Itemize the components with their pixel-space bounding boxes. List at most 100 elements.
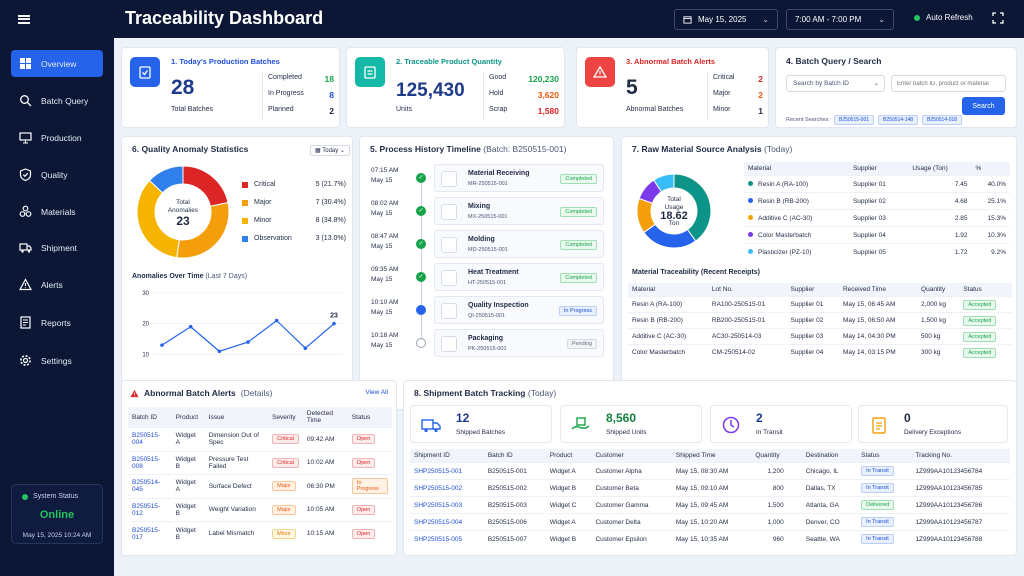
timeline-step[interactable]: Material Receiving MR-250515-001 Completed	[434, 164, 604, 192]
date-picker[interactable]: May 15, 2025 ⌄	[674, 9, 778, 30]
legend-item: Major 7 (30.4%)	[242, 199, 346, 206]
table-row[interactable]: SHP250515-002 B250515-002 Widget B Customer…	[410, 479, 1010, 497]
search-type-select[interactable]: Search by Batch ID ⌄	[786, 75, 885, 92]
legend-dot-icon	[748, 197, 753, 203]
column-header: Status	[347, 407, 392, 428]
hamburger-menu-icon[interactable]	[18, 14, 30, 24]
shipment-link[interactable]: SHP250515-001	[410, 462, 484, 480]
status-badge: Accepted	[963, 331, 997, 342]
status-badge: Accepted	[963, 347, 997, 358]
table-row[interactable]: B250515-004 Widget A Dimension Out of Spec…	[128, 427, 392, 451]
status-badge: Pending	[566, 339, 597, 349]
step-name: Packaging	[468, 335, 504, 342]
shipment-link[interactable]: SHP250515-005	[410, 530, 484, 548]
timeline-time: 10:18 AM May 15	[371, 332, 399, 349]
chevron-down-icon: ⌄	[762, 15, 769, 24]
table-row[interactable]: Resin B (RB-200) Supplier 02 4.68 25.1%	[744, 192, 1010, 210]
batch-link[interactable]: B250515-017	[128, 521, 172, 545]
table-row[interactable]: Plasticizer (PZ-10) Supplier 05 1.72 9.2%	[744, 243, 1010, 261]
shipment-link[interactable]: SHP250515-004	[410, 513, 484, 531]
step-code: MD-250515-001	[468, 247, 508, 253]
shipment-link[interactable]: SHP250515-002	[410, 479, 484, 497]
timeline-step[interactable]: Quality Inspection QI-250515-001 In Progre…	[434, 296, 604, 324]
step-code: PK-250515-001	[468, 346, 507, 352]
batch-link[interactable]: B250515-004	[128, 427, 172, 451]
table-row[interactable]: B250515-017 Widget B Label Mismatch Minor 10…	[128, 521, 392, 545]
table-row[interactable]: Additive C (AC-30) Supplier 03 2.85 15.3%	[744, 209, 1010, 227]
table-row[interactable]: Resin A (RA-100) RA100-250515-01 Supplier …	[628, 296, 1012, 313]
severity-badge: Critical	[272, 434, 299, 445]
truck-icon	[19, 243, 32, 253]
sidebar-item-alerts[interactable]: Alerts	[11, 271, 103, 298]
step-icon	[441, 171, 457, 187]
sidebar-item-label: Shipment	[41, 242, 77, 253]
sidebar-item-label: Reports	[41, 317, 71, 328]
gear-icon	[20, 355, 31, 366]
clock-icon	[722, 416, 740, 434]
sidebar-item-reports[interactable]: Reports	[11, 309, 103, 336]
time-range-picker[interactable]: 7:00 AM - 7:00 PM ⌄	[786, 9, 894, 30]
batch-link[interactable]: B250515-008	[128, 450, 172, 475]
legend-dot-icon	[748, 180, 753, 186]
sidebar-item-shipment[interactable]: Shipment	[11, 234, 103, 261]
sidebar-item-quality[interactable]: Quality	[11, 161, 103, 188]
step-name: Molding	[468, 236, 495, 243]
view-all-link[interactable]: View All	[365, 389, 388, 396]
table-row[interactable]: SHP250515-001 B250515-001 Widget A Customer…	[410, 462, 1010, 480]
sidebar-item-materials[interactable]: Materials	[11, 198, 103, 225]
kpi-row: Planned 2	[268, 106, 334, 116]
search-input[interactable]	[891, 75, 1006, 92]
donut-center: Total Anomalies 23	[167, 199, 199, 228]
y-tick-label: 20	[142, 322, 149, 328]
kpi-value: 5	[626, 76, 638, 99]
sidebar-item-production[interactable]: Production	[11, 124, 103, 151]
timeline-step[interactable]: Heat Treatment HT-250515-001 Completed	[434, 263, 604, 291]
table-row[interactable]: B250514-045 Widget A Surface Defect Major 06…	[128, 474, 392, 498]
receipts-title: Material Traceability (Recent Receipts)	[632, 269, 760, 276]
column-header: Supplier	[848, 162, 909, 176]
status-badge: Completed	[560, 207, 597, 217]
check-circle-icon: ✓	[416, 272, 426, 282]
table-row[interactable]: Resin A (RA-100) Supplier 01 7.45 40.0%	[744, 175, 1010, 193]
sidebar-item-batch-query[interactable]: Batch Query	[11, 87, 103, 114]
timeline-step[interactable]: Mixing MX-250515-001 Completed	[434, 197, 604, 225]
auto-refresh-toggle[interactable]: Auto Refresh	[914, 13, 973, 22]
table-row[interactable]: Color Masterbatch CM-250514-02 Supplier 04…	[628, 344, 1012, 361]
batch-link[interactable]: B250515-012	[128, 497, 172, 522]
table-row[interactable]: SHP250515-003 B250515-003 Widget C Customer…	[410, 496, 1010, 514]
date-value: May 15, 2025	[698, 15, 747, 24]
recent-search-chip[interactable]: B250514-018	[922, 115, 963, 125]
table-row[interactable]: B250515-008 Widget B Pressure Test Failed C…	[128, 450, 392, 475]
column-header: Detected Time	[302, 407, 348, 428]
table-row[interactable]: B250515-012 Widget B Weight Variation Major…	[128, 497, 392, 522]
legend-value: 8 (34.8%)	[315, 217, 346, 224]
batch-link[interactable]: B250514-045	[128, 474, 172, 498]
table-row[interactable]: Color Masterbatch Supplier 04 1.92 10.3%	[744, 226, 1010, 244]
shipment-link[interactable]: SHP250515-003	[410, 496, 484, 514]
table-row[interactable]: Resin B (RB-200) RB200-250515-01 Supplier …	[628, 312, 1012, 329]
kpi-row: Major 2	[713, 90, 763, 100]
system-datetime: May 15, 2025 10:24 AM	[22, 532, 92, 539]
table-row[interactable]: Additive C (AC-30) AC30-250514-03 Supplier…	[628, 328, 1012, 345]
legend-swatch	[242, 181, 248, 188]
recent-search-chip[interactable]: B250514-148	[878, 115, 919, 125]
table-row[interactable]: SHP250515-005 B250515-007 Widget B Customer…	[410, 530, 1010, 548]
quality-anomaly-card: 6. Quality Anomaly Statistics ▦ Today ⌄ …	[121, 136, 353, 410]
timeline-step[interactable]: Packaging PK-250515-001 Pending	[434, 329, 604, 357]
search-button[interactable]: Search	[962, 97, 1005, 115]
column-header: %	[971, 162, 1010, 176]
card-title: 5. Process History Timeline (Batch: B250…	[370, 144, 567, 154]
date-filter-select[interactable]: ▦ Today ⌄	[310, 145, 350, 156]
table-row[interactable]: SHP250515-004 B250515-006 Widget A Customer…	[410, 513, 1010, 531]
fullscreen-icon[interactable]	[992, 12, 1004, 24]
data-point	[332, 321, 336, 326]
column-header: Status	[959, 283, 1012, 297]
column-header: Shipped Time	[671, 449, 752, 463]
status-badge: Open	[351, 504, 376, 515]
clipboard-list-icon	[355, 57, 385, 87]
recent-search-chip[interactable]: B250515-001	[834, 115, 875, 125]
column-header: Customer	[591, 449, 672, 463]
timeline-step[interactable]: Molding MD-250515-001 Completed	[434, 230, 604, 258]
sidebar-item-settings[interactable]: Settings	[11, 347, 103, 374]
sidebar-item-overview[interactable]: Overview	[11, 50, 103, 77]
